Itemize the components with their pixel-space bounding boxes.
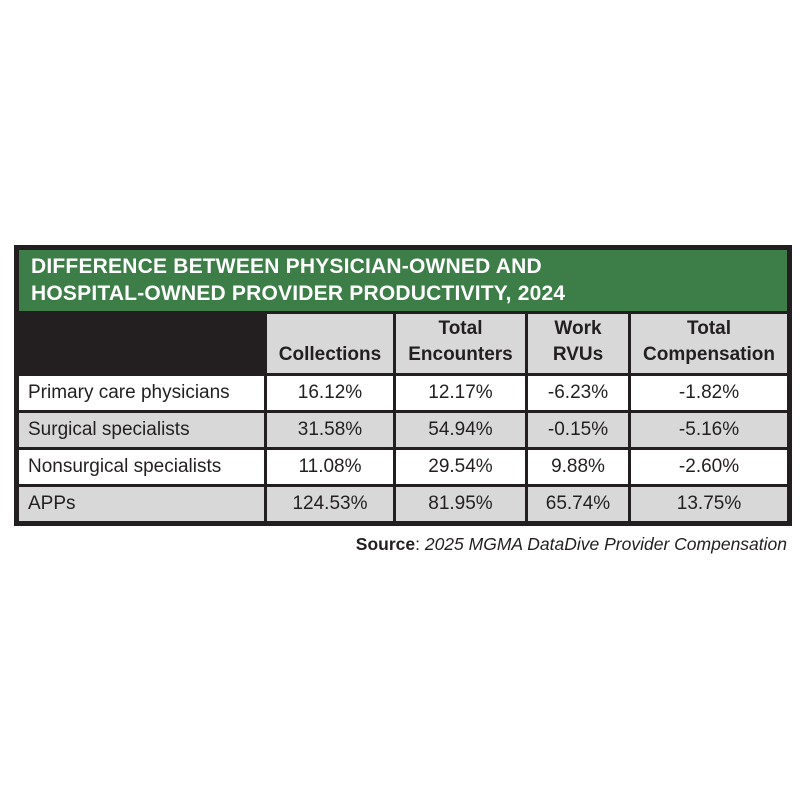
header-line: Encounters xyxy=(408,344,513,365)
header-line: Work xyxy=(554,318,602,339)
source-note: Source: 2025 MGMA DataDive Provider Comp… xyxy=(14,533,787,555)
data-cell: 54.94% xyxy=(393,410,528,450)
data-cell: 31.58% xyxy=(264,410,396,450)
data-cell: 11.08% xyxy=(264,447,396,487)
table-row-nonsurgical: Nonsurgical specialists 11.08% 29.54% 9.… xyxy=(15,447,792,487)
header-line: Collections xyxy=(278,344,382,365)
row-label: Primary care physicians xyxy=(15,373,267,413)
data-cell: 29.54% xyxy=(393,447,528,487)
column-header-collections: Collections xyxy=(264,311,396,376)
data-cell: 12.17% xyxy=(393,373,528,413)
data-cell: 65.74% xyxy=(525,484,631,525)
data-cell: 16.12% xyxy=(264,373,396,413)
header-row: Collections Total Encounters Work RVUs T… xyxy=(15,311,792,376)
data-cell: -0.15% xyxy=(525,410,631,450)
row-label: APPs xyxy=(15,484,267,525)
column-header-total-encounters: Total Encounters xyxy=(393,311,528,376)
source-separator: : xyxy=(415,534,425,554)
source-text: 2025 MGMA DataDive Provider Compensation xyxy=(424,534,787,554)
data-cell: -1.82% xyxy=(627,373,792,413)
header-line: Total xyxy=(438,318,483,339)
header-line: Compensation xyxy=(643,344,775,365)
header-line: RVUs xyxy=(552,344,604,365)
column-header-total-compensation: Total Compensation xyxy=(627,311,792,376)
data-cell: 124.53% xyxy=(264,484,396,525)
table-title-banner: DIFFERENCE BETWEEN PHYSICIAN-OWNED AND H… xyxy=(14,246,792,314)
productivity-table-figure: DIFFERENCE BETWEEN PHYSICIAN-OWNED AND H… xyxy=(14,245,793,555)
data-cell: -2.60% xyxy=(627,447,792,487)
data-cell: 13.75% xyxy=(627,484,792,525)
header-line: Total xyxy=(687,318,732,339)
data-cell: 81.95% xyxy=(393,484,528,525)
productivity-table: DIFFERENCE BETWEEN PHYSICIAN-OWNED AND H… xyxy=(14,245,793,526)
table-row-primary-care: Primary care physicians 16.12% 12.17% -6… xyxy=(15,373,792,413)
row-label: Surgical specialists xyxy=(15,410,267,450)
table-row-surgical: Surgical specialists 31.58% 54.94% -0.15… xyxy=(15,410,792,450)
row-label: Nonsurgical specialists xyxy=(15,447,267,487)
data-cell: -5.16% xyxy=(627,410,792,450)
column-header-work-rvus: Work RVUs xyxy=(525,311,631,376)
data-cell: 9.88% xyxy=(525,447,631,487)
data-cell: -6.23% xyxy=(525,373,631,413)
table-row-apps: APPs 124.53% 81.95% 65.74% 13.75% xyxy=(15,484,792,525)
table-title-line2: HOSPITAL-OWNED PROVIDER PRODUCTIVITY, 20… xyxy=(31,282,566,305)
title-row: DIFFERENCE BETWEEN PHYSICIAN-OWNED AND H… xyxy=(14,246,792,314)
table-title-line1: DIFFERENCE BETWEEN PHYSICIAN-OWNED AND xyxy=(31,255,542,278)
source-label: Source xyxy=(355,534,416,554)
corner-cell xyxy=(15,311,267,376)
